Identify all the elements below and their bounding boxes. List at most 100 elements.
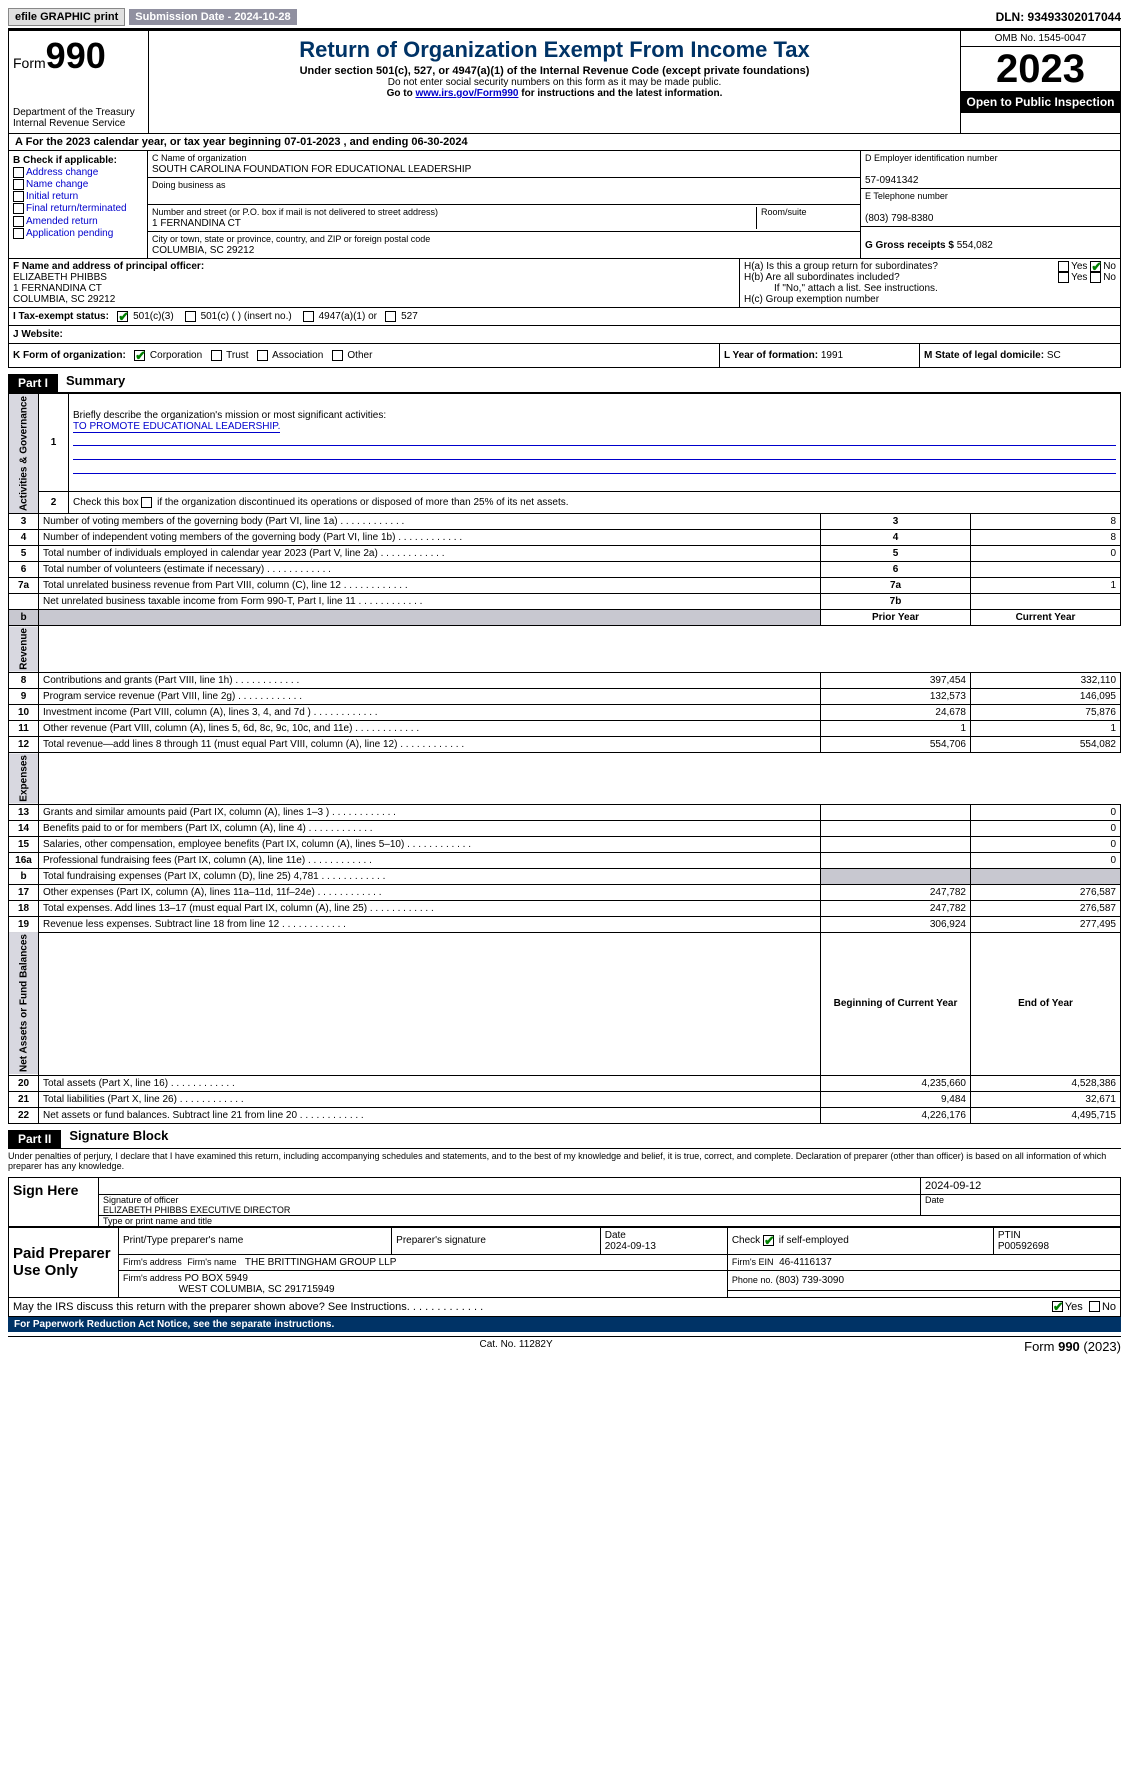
firm-name: THE BRITTINGHAM GROUP LLP (245, 1257, 397, 1268)
dept-irs: Internal Revenue Service (13, 118, 144, 129)
cb-amended-return[interactable]: Amended return (13, 216, 143, 227)
section-klm: K Form of organization: Corporation Trus… (8, 344, 1121, 368)
submission-date: Submission Date - 2024-10-28 (129, 9, 296, 25)
gov-row: 3Number of voting members of the governi… (9, 514, 1121, 530)
expense-row: 13Grants and similar amounts paid (Part … (9, 804, 1121, 820)
expense-row: 15Salaries, other compensation, employee… (9, 836, 1121, 852)
entity-block: B Check if applicable: Address change Na… (8, 151, 1121, 259)
form-subtitle: Under section 501(c), 527, or 4947(a)(1)… (153, 65, 956, 77)
revenue-row: 9Program service revenue (Part VIII, lin… (9, 689, 1121, 705)
open-inspection: Open to Public Inspection (961, 91, 1120, 113)
expense-row: 18Total expenses. Add lines 13–17 (must … (9, 900, 1121, 916)
phone: (803) 798-8380 (865, 213, 933, 224)
officer-name: ELIZABETH PHIBBS (13, 272, 107, 283)
cb-hb-yes[interactable] (1058, 272, 1069, 283)
row-a-tax-year: A For the 2023 calendar year, or tax yea… (8, 134, 1121, 151)
efile-print-button[interactable]: efile GRAPHIC print (8, 8, 125, 26)
officer-addr1: 1 FERNANDINA CT (13, 283, 102, 294)
cb-discuss-no[interactable] (1089, 1301, 1100, 1312)
section-b: B Check if applicable: Address change Na… (8, 151, 148, 259)
cb-discontinued[interactable] (141, 497, 152, 508)
summary-table: Activities & Governance 1 Briefly descri… (8, 393, 1121, 1123)
paperwork-notice: For Paperwork Reduction Act Notice, see … (8, 1317, 1121, 1332)
cb-initial-return[interactable]: Initial return (13, 191, 143, 202)
tab-governance: Activities & Governance (9, 394, 39, 514)
part2-header: Part II Signature Block (8, 1124, 1121, 1149)
expense-row: 17Other expenses (Part IX, column (A), l… (9, 884, 1121, 900)
dln: DLN: 93493302017044 (996, 10, 1121, 24)
gov-row: 6Total number of volunteers (estimate if… (9, 562, 1121, 578)
year-formation: 1991 (821, 350, 843, 361)
tax-year: 2023 (961, 47, 1120, 91)
gov-row: Net unrelated business taxable income fr… (9, 594, 1121, 610)
cb-corp[interactable] (134, 350, 145, 361)
paid-preparer-block: Paid Preparer Use Only Print/Type prepar… (8, 1227, 1121, 1298)
cb-assoc[interactable] (257, 350, 268, 361)
section-i: I Tax-exempt status: 501(c)(3) 501(c) ( … (8, 308, 1121, 326)
revenue-row: 12Total revenue—add lines 8 through 11 (… (9, 737, 1121, 753)
org-street: 1 FERNANDINA CT (152, 218, 241, 229)
expense-row: 16aProfessional fundraising fees (Part I… (9, 852, 1121, 868)
omb-number: OMB No. 1545-0047 (961, 31, 1120, 47)
gov-row: 4Number of independent voting members of… (9, 530, 1121, 546)
section-c: C Name of organization SOUTH CAROLINA FO… (148, 151, 861, 259)
section-f-h: F Name and address of principal officer:… (8, 259, 1121, 308)
dept-treasury: Department of the Treasury (13, 107, 144, 118)
expense-row: 19Revenue less expenses. Subtract line 1… (9, 916, 1121, 932)
tab-net-assets: Net Assets or Fund Balances (9, 932, 39, 1075)
firm-addr2: WEST COLUMBIA, SC 291715949 (179, 1284, 335, 1295)
gross-receipts: 554,082 (957, 240, 993, 251)
cb-527[interactable] (385, 311, 396, 322)
cb-ha-yes[interactable] (1058, 261, 1069, 272)
top-bar: efile GRAPHIC print Submission Date - 20… (8, 8, 1121, 30)
page-footer: Cat. No. 11282Y Form 990 (2023) (8, 1336, 1121, 1354)
paid-preparer-label: Paid Preparer Use Only (9, 1227, 119, 1297)
org-city: COLUMBIA, SC 29212 (152, 245, 254, 256)
revenue-row: 11Other revenue (Part VIII, column (A), … (9, 721, 1121, 737)
revenue-row: 8Contributions and grants (Part VIII, li… (9, 673, 1121, 689)
revenue-row: 10Investment income (Part VIII, column (… (9, 705, 1121, 721)
ssn-note: Do not enter social security numbers on … (153, 77, 956, 88)
section-deg: D Employer identification number57-09413… (861, 151, 1121, 259)
cb-final-return[interactable]: Final return/terminated (13, 203, 143, 214)
org-name: SOUTH CAROLINA FOUNDATION FOR EDUCATIONA… (152, 164, 471, 175)
cb-other[interactable] (332, 350, 343, 361)
firm-ein: 46-4116137 (779, 1257, 832, 1268)
cb-address-change[interactable]: Address change (13, 167, 143, 178)
form-number: Form990 (13, 35, 144, 77)
cb-hb-no[interactable] (1090, 272, 1101, 283)
mission-text: TO PROMOTE EDUCATIONAL LEADERSHIP. (73, 421, 280, 433)
cb-trust[interactable] (211, 350, 222, 361)
net-row: 22Net assets or fund balances. Subtract … (9, 1107, 1121, 1123)
form-header: Form990 Department of the Treasury Inter… (8, 30, 1121, 134)
sign-here-label: Sign Here (9, 1178, 99, 1226)
sign-here-block: Sign Here 2024-09-12 Signature of office… (8, 1177, 1121, 1227)
net-row: 21Total liabilities (Part X, line 26)9,4… (9, 1091, 1121, 1107)
tab-revenue: Revenue (9, 626, 39, 673)
firm-phone: (803) 739-3090 (776, 1275, 844, 1286)
cb-self-employed[interactable] (763, 1235, 774, 1246)
state-domicile: SC (1047, 350, 1061, 361)
cb-4947[interactable] (303, 311, 314, 322)
cb-discuss-yes[interactable] (1052, 1301, 1063, 1312)
form-title: Return of Organization Exempt From Incom… (153, 37, 956, 63)
firm-addr1: PO BOX 5949 (185, 1273, 248, 1284)
section-j: J Website: (8, 326, 1121, 344)
ein: 57-0941342 (865, 175, 918, 186)
tab-expenses: Expenses (9, 753, 39, 805)
sign-date: 2024-09-12 (920, 1178, 1120, 1195)
net-row: 20Total assets (Part X, line 16)4,235,66… (9, 1075, 1121, 1091)
ptin: P00592698 (998, 1241, 1049, 1252)
part1-header: Part I Summary (8, 368, 1121, 393)
gov-row: 7aTotal unrelated business revenue from … (9, 578, 1121, 594)
cb-501c3[interactable] (117, 311, 128, 322)
cb-name-change[interactable]: Name change (13, 179, 143, 190)
instructions-link[interactable]: www.irs.gov/Form990 (415, 88, 518, 99)
cb-ha-no[interactable] (1090, 261, 1101, 272)
perjury-declaration: Under penalties of perjury, I declare th… (8, 1149, 1121, 1173)
cb-501c[interactable] (185, 311, 196, 322)
instructions-note: Go to www.irs.gov/Form990 for instructio… (153, 88, 956, 99)
cb-application-pending[interactable]: Application pending (13, 228, 143, 239)
expense-row: bTotal fundraising expenses (Part IX, co… (9, 868, 1121, 884)
gov-row: 5Total number of individuals employed in… (9, 546, 1121, 562)
